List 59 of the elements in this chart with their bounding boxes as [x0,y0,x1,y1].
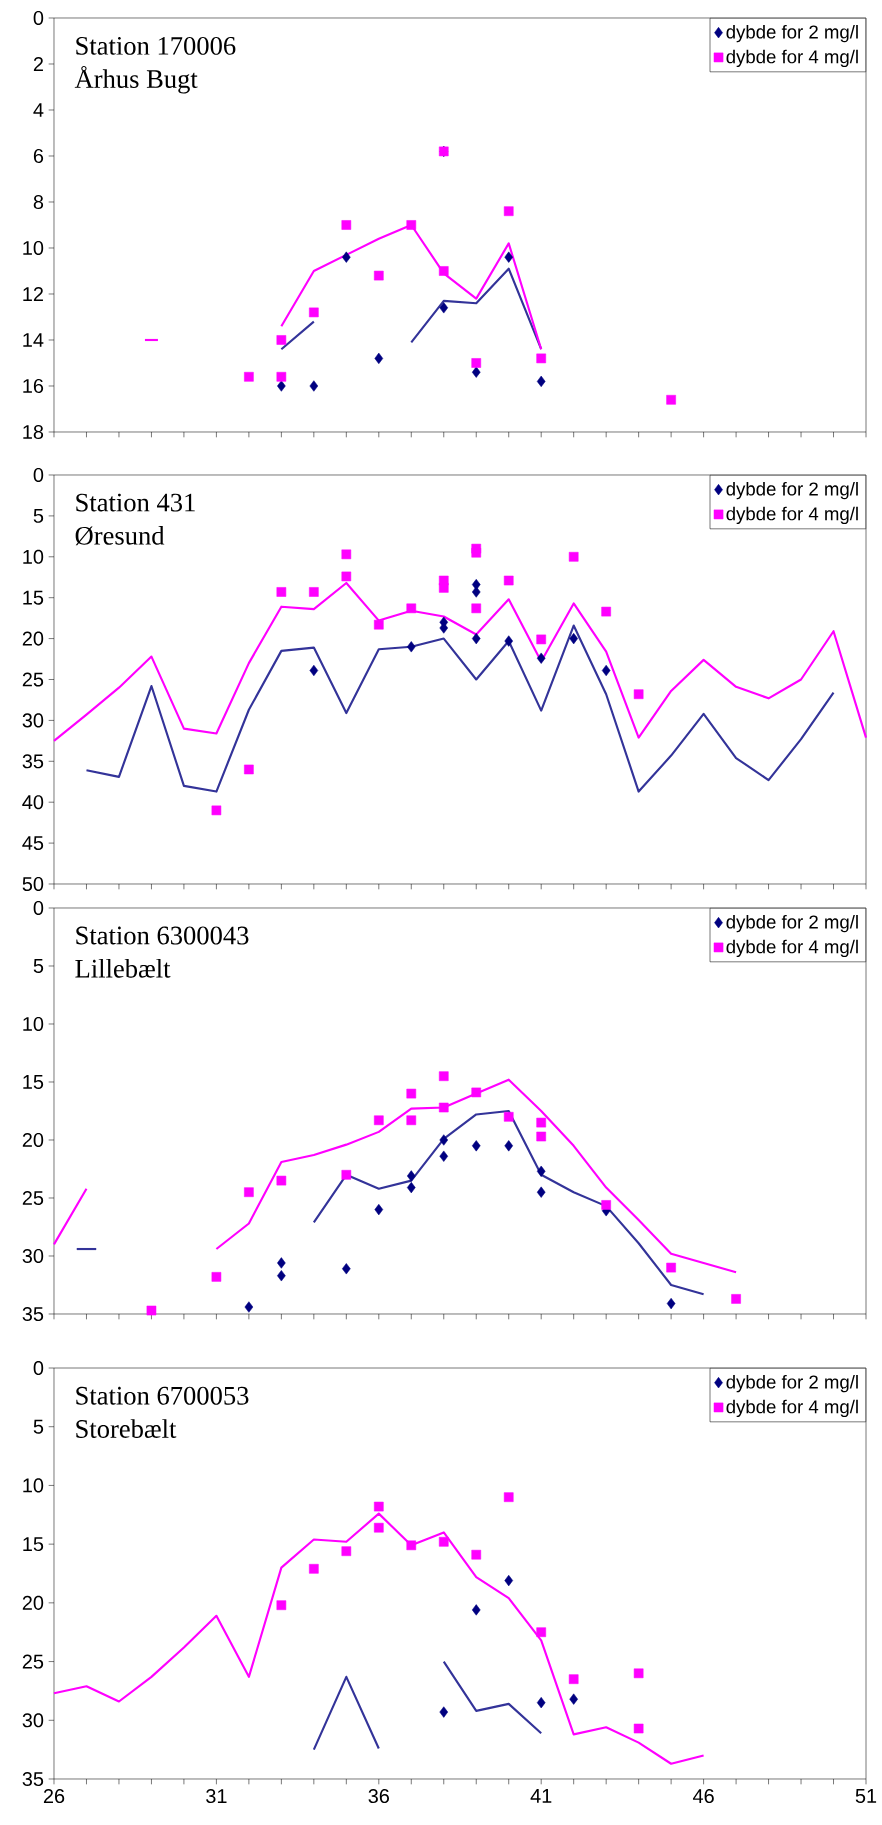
y-tick-label: 30 [22,1248,44,1264]
y-tick-label: 25 [23,672,44,687]
y-tick-label: 16 [23,378,44,394]
y-tick-label: 30 [22,1713,44,1728]
text: Lillebælt [75,958,171,978]
legend-label: dybde for 4 mg/l [726,1399,859,1418]
x-tick-label: 26 [44,1789,65,1804]
x-tick-label: 51 [855,1789,877,1803]
y-tick-label: 0 [33,467,44,483]
y-tick-label: 6 [34,148,44,164]
y-tick-label: 12 [23,287,44,301]
y-tick-label: 8 [34,194,44,210]
y-tick-label: 18 [23,424,44,440]
y-tick-label: 45 [22,836,44,851]
text: Station 170006 [76,36,236,55]
y-tick-label: 5 [33,1419,44,1434]
y-tick-label: 25 [23,1654,44,1669]
y-tick-label: 50 [22,876,44,892]
y-tick-label: 4 [33,103,44,117]
x-tick-label: 46 [693,1789,715,1804]
y-tick-label: 14 [23,333,44,347]
legend-label: dybde for 4 mg/l [726,49,859,68]
y-tick-label: 5 [33,959,44,973]
y-tick-label: 0 [33,10,44,26]
y-tick-label: 35 [22,754,44,769]
x-tick-label: 36 [368,1789,390,1804]
x-tick-label: 31 [206,1789,227,1804]
y-tick-label: 5 [33,508,44,523]
text: Århus Bugt [75,65,198,94]
y-tick-label: 15 [23,1075,44,1089]
text: Station 431 [76,493,195,512]
legend-label: dybde for 4 mg/l [726,939,859,958]
y-tick-label: 35 [22,1771,44,1787]
legend-label: dybde for 2 mg/l [726,481,859,500]
y-tick-label: 40 [22,795,44,810]
y-tick-label: 2 [34,57,44,71]
y-tick-label: 15 [23,590,44,605]
legend-label: dybde for 2 mg/l [726,24,859,43]
y-tick-label: 35 [22,1306,44,1322]
y-tick-label: 20 [23,1132,44,1148]
legend-label: dybde for 2 mg/l [726,914,859,933]
y-tick-label: 0 [33,1360,44,1376]
y-tick-label: 20 [23,631,44,646]
y-tick-label: 30 [22,713,44,728]
y-tick-label: 10 [23,1478,44,1493]
x-tick-label: 41 [530,1789,552,1803]
legend-label: dybde for 4 mg/l [726,506,859,525]
y-tick-label: 10 [23,549,44,564]
text: Station 6700053 [76,1386,249,1405]
y-tick-label: 15 [23,1537,44,1552]
y-tick-label: 20 [23,1595,44,1610]
text: Storebælt [76,1419,177,1438]
text: Øresund [75,526,165,546]
y-tick-label: 10 [23,1016,44,1032]
y-tick-label: 10 [23,240,44,256]
y-tick-label: 25 [23,1190,44,1206]
text: Station 6300043 [76,926,249,945]
legend-label: dybde for 2 mg/l [726,1374,859,1393]
y-tick-label: 0 [33,900,44,916]
